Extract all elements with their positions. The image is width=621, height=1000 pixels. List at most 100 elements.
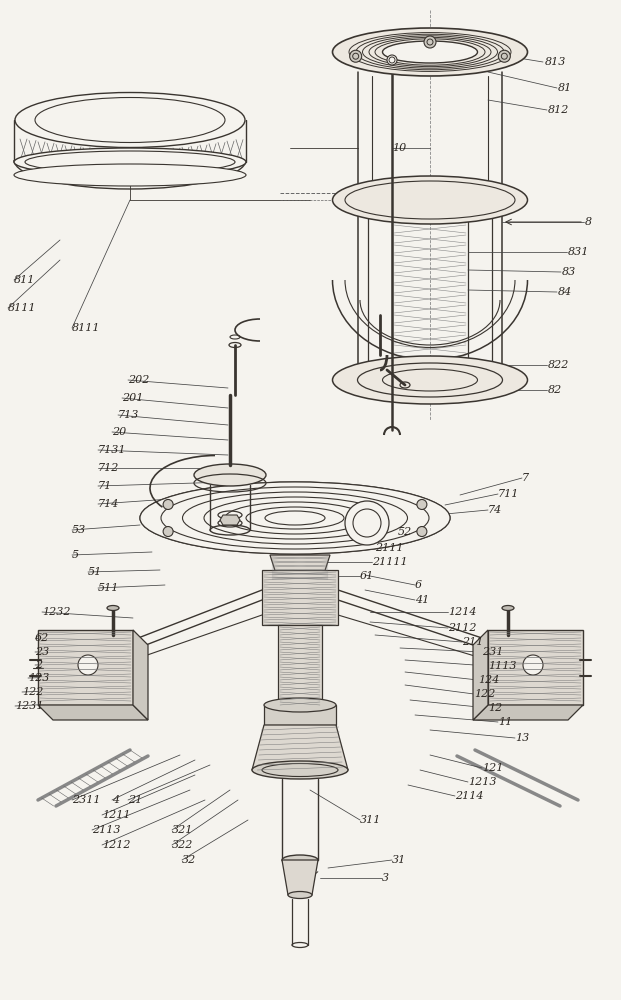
Ellipse shape [332, 28, 527, 76]
Ellipse shape [252, 761, 348, 779]
Text: 511: 511 [98, 583, 119, 593]
Text: 201: 201 [122, 393, 143, 403]
Polygon shape [473, 705, 583, 720]
Polygon shape [133, 630, 148, 720]
Bar [278, 625, 322, 705]
Text: 322: 322 [172, 840, 193, 850]
Ellipse shape [204, 497, 386, 539]
Text: 1212: 1212 [102, 840, 130, 850]
Text: 8111: 8111 [72, 323, 101, 333]
Bar [38, 630, 133, 705]
Text: 2112: 2112 [448, 623, 476, 633]
Circle shape [417, 527, 427, 537]
Bar [264, 705, 336, 725]
Text: 2114: 2114 [455, 791, 484, 801]
Text: 2113: 2113 [92, 825, 120, 835]
Circle shape [78, 655, 98, 675]
Circle shape [523, 655, 543, 675]
Text: 712: 712 [98, 463, 119, 473]
Circle shape [498, 50, 510, 62]
Bar [488, 630, 583, 705]
Text: 1113: 1113 [488, 661, 517, 671]
Text: 23: 23 [35, 647, 49, 657]
Text: 1211: 1211 [102, 810, 130, 820]
Text: 31: 31 [392, 855, 406, 865]
Circle shape [345, 501, 389, 545]
Text: 83: 83 [562, 267, 576, 277]
Text: 71: 71 [98, 481, 112, 491]
Text: 2: 2 [35, 660, 42, 670]
Text: 1232: 1232 [42, 607, 71, 617]
Ellipse shape [502, 605, 514, 610]
Ellipse shape [225, 502, 365, 534]
Ellipse shape [288, 892, 312, 898]
Text: 711: 711 [498, 489, 519, 499]
Text: 74: 74 [488, 505, 502, 515]
Ellipse shape [332, 356, 527, 404]
Text: 5: 5 [72, 550, 79, 560]
Bar [262, 570, 338, 625]
Text: 123: 123 [28, 673, 50, 683]
Polygon shape [38, 705, 148, 720]
Ellipse shape [140, 482, 450, 554]
Ellipse shape [194, 464, 266, 486]
Polygon shape [270, 555, 330, 580]
Text: 21: 21 [128, 795, 142, 805]
Circle shape [387, 55, 397, 65]
Ellipse shape [14, 148, 246, 176]
Text: 7131: 7131 [98, 445, 127, 455]
Text: 41: 41 [415, 595, 429, 605]
Text: 4: 4 [112, 795, 119, 805]
Text: 121: 121 [482, 763, 504, 773]
Text: 822: 822 [548, 360, 569, 370]
Text: 32: 32 [182, 855, 196, 865]
Text: 61: 61 [360, 571, 374, 581]
Text: 84: 84 [558, 287, 572, 297]
Text: 3: 3 [382, 873, 389, 883]
Ellipse shape [140, 482, 450, 554]
Circle shape [350, 50, 361, 62]
Text: 13: 13 [515, 733, 529, 743]
Circle shape [163, 499, 173, 509]
Ellipse shape [246, 507, 344, 529]
Text: 7: 7 [522, 473, 529, 483]
Text: 122: 122 [474, 689, 496, 699]
Text: 714: 714 [98, 499, 119, 509]
Text: 713: 713 [118, 410, 139, 420]
Text: 812: 812 [548, 105, 569, 115]
Text: 1213: 1213 [468, 777, 497, 787]
Ellipse shape [14, 164, 246, 186]
Ellipse shape [332, 176, 527, 224]
Circle shape [417, 499, 427, 509]
Ellipse shape [107, 605, 119, 610]
Text: 8111: 8111 [8, 303, 37, 313]
Text: 6: 6 [415, 580, 422, 590]
Text: 8: 8 [585, 217, 592, 227]
Polygon shape [252, 725, 348, 770]
Circle shape [424, 36, 436, 48]
Text: 811: 811 [14, 275, 35, 285]
Ellipse shape [265, 511, 325, 525]
Ellipse shape [15, 93, 245, 147]
Ellipse shape [161, 487, 429, 549]
Text: 231: 231 [482, 647, 504, 657]
Polygon shape [282, 860, 318, 895]
Text: 2311: 2311 [72, 795, 101, 805]
Circle shape [163, 527, 173, 537]
Text: 831: 831 [568, 247, 589, 257]
Text: 321: 321 [172, 825, 193, 835]
Text: 62: 62 [35, 633, 49, 643]
Text: 53: 53 [72, 525, 86, 535]
Text: 211: 211 [462, 637, 483, 647]
Ellipse shape [264, 698, 336, 712]
Text: 12: 12 [488, 703, 502, 713]
Text: 2111: 2111 [375, 543, 404, 553]
Polygon shape [220, 515, 240, 525]
Text: 81: 81 [558, 83, 572, 93]
Text: 11: 11 [498, 717, 512, 727]
Text: 1231: 1231 [15, 701, 43, 711]
Text: 20: 20 [112, 427, 126, 437]
Text: 1214: 1214 [448, 607, 476, 617]
Ellipse shape [183, 492, 407, 544]
Text: 51: 51 [88, 567, 102, 577]
